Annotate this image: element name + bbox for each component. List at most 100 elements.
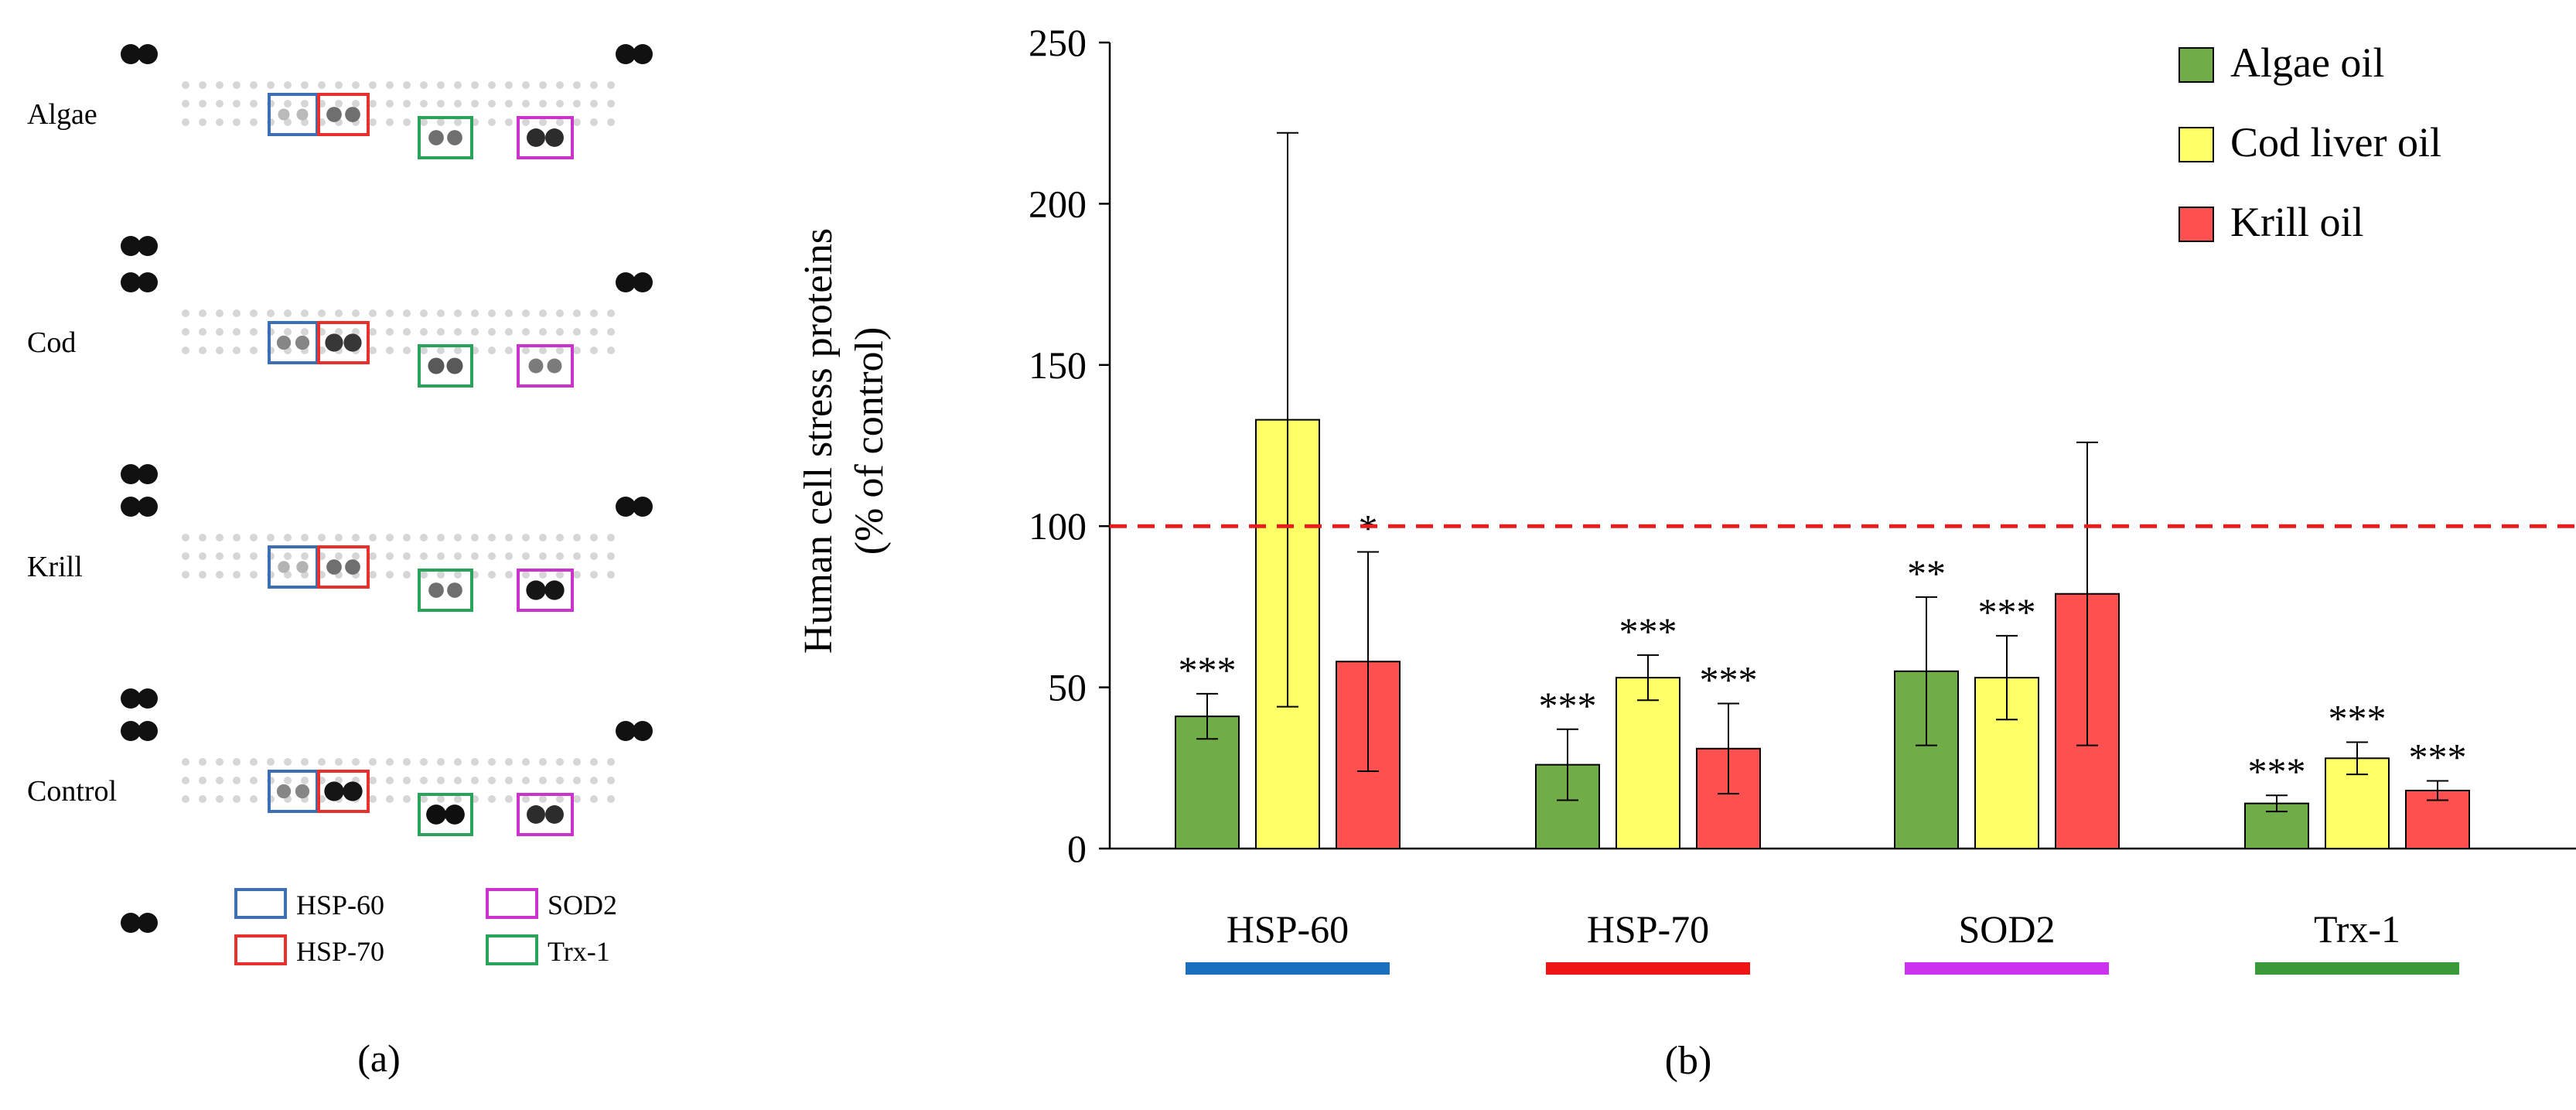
background-spot (607, 758, 615, 766)
background-spot (250, 571, 258, 579)
background-spot (522, 100, 530, 108)
background-spot (386, 795, 394, 803)
reference-spot (633, 721, 653, 741)
background-spot (505, 777, 513, 784)
background-spot (386, 571, 394, 579)
background-spot (182, 328, 189, 336)
background-spot (607, 309, 615, 317)
background-spot (284, 534, 292, 541)
background-spot (573, 571, 581, 579)
x-category-label: HSP-60 (1227, 907, 1349, 951)
reference-spot (138, 721, 158, 741)
background-spot (369, 328, 377, 336)
reference-spot (121, 236, 141, 256)
background-spot (607, 100, 615, 108)
background-spot (352, 552, 360, 560)
background-spot (607, 552, 615, 560)
background-spot (403, 100, 411, 108)
background-spot (403, 81, 411, 89)
reference-spot (121, 464, 141, 484)
background-spot (539, 758, 547, 766)
legend-swatch (2179, 127, 2214, 162)
background-spot (539, 795, 547, 803)
background-spot (182, 534, 189, 541)
background-spot (573, 534, 581, 541)
background-spot (420, 534, 428, 541)
background-spot (488, 100, 496, 108)
y-tick-label: 100 (1029, 504, 1087, 548)
significance-label: *** (1978, 590, 2036, 634)
sod2-box (517, 116, 574, 159)
background-spot (505, 571, 513, 579)
background-spot (437, 118, 445, 126)
reference-spot (121, 688, 141, 709)
background-spot (573, 328, 581, 336)
sod2-spot (545, 805, 564, 824)
hsp60-spot (276, 784, 292, 799)
reference-spot (121, 913, 141, 933)
background-spot (505, 552, 513, 560)
background-spot (539, 100, 547, 108)
background-spot (488, 309, 496, 317)
background-spot (590, 81, 598, 89)
background-spot (556, 81, 564, 89)
background-spot (199, 758, 206, 766)
background-spot (420, 309, 428, 317)
background-spot (454, 118, 462, 126)
background-spot (250, 795, 258, 803)
background-spot (403, 758, 411, 766)
background-spot (590, 777, 598, 784)
background-spot (233, 309, 241, 317)
background-spot (216, 100, 223, 108)
legend-swatch (2179, 47, 2214, 83)
background-spot (403, 552, 411, 560)
background-spot (250, 534, 258, 541)
background-spot (199, 118, 206, 126)
background-spot (233, 328, 241, 336)
background-spot (199, 100, 206, 108)
hsp60-spot (278, 108, 290, 121)
background-spot (556, 571, 564, 579)
background-spot (420, 118, 428, 126)
background-spot (590, 571, 598, 579)
background-spot (369, 758, 377, 766)
dot-blot-figure: Algae Cod Krill Control HSP-60 HSP-70 SOD2 Trx-… (27, 44, 653, 1080)
reference-spot (616, 44, 636, 64)
background-spot (233, 534, 241, 541)
background-spot (182, 118, 189, 126)
background-spot (233, 777, 241, 784)
background-spot (318, 309, 326, 317)
background-spot (233, 347, 241, 354)
blot-legend: HSP-60 HSP-70 SOD2 Trx-1 (234, 888, 617, 967)
background-spot (386, 758, 394, 766)
background-spot (454, 309, 462, 317)
background-spot (437, 552, 445, 560)
background-spot (369, 571, 377, 579)
background-spot (573, 552, 581, 560)
background-spot (522, 328, 530, 336)
panel-b-caption: (b) (1665, 1039, 1712, 1083)
background-spot (556, 309, 564, 317)
background-spot (284, 777, 292, 784)
background-spot (301, 552, 309, 560)
background-spot (590, 309, 598, 317)
background-spot (386, 328, 394, 336)
background-spot (352, 100, 360, 108)
background-spot (471, 100, 479, 108)
background-spot (182, 795, 189, 803)
background-spot (607, 328, 615, 336)
background-spot (199, 571, 206, 579)
background-spot (250, 100, 258, 108)
background-spot (505, 81, 513, 89)
background-spot (182, 777, 189, 784)
background-spot (352, 309, 360, 317)
bar-chart-panel: 0 50 100 150 200 250 Human cell stress protein… (773, 0, 2576, 1106)
blot-array-krill: Krill (27, 497, 653, 709)
legend-label: Krill oil (2230, 199, 2364, 245)
background-spot (182, 81, 189, 89)
background-spot (454, 534, 462, 541)
reference-spot (616, 721, 636, 741)
reference-spot (138, 497, 158, 517)
background-spot (454, 347, 462, 354)
background-spot (386, 534, 394, 541)
